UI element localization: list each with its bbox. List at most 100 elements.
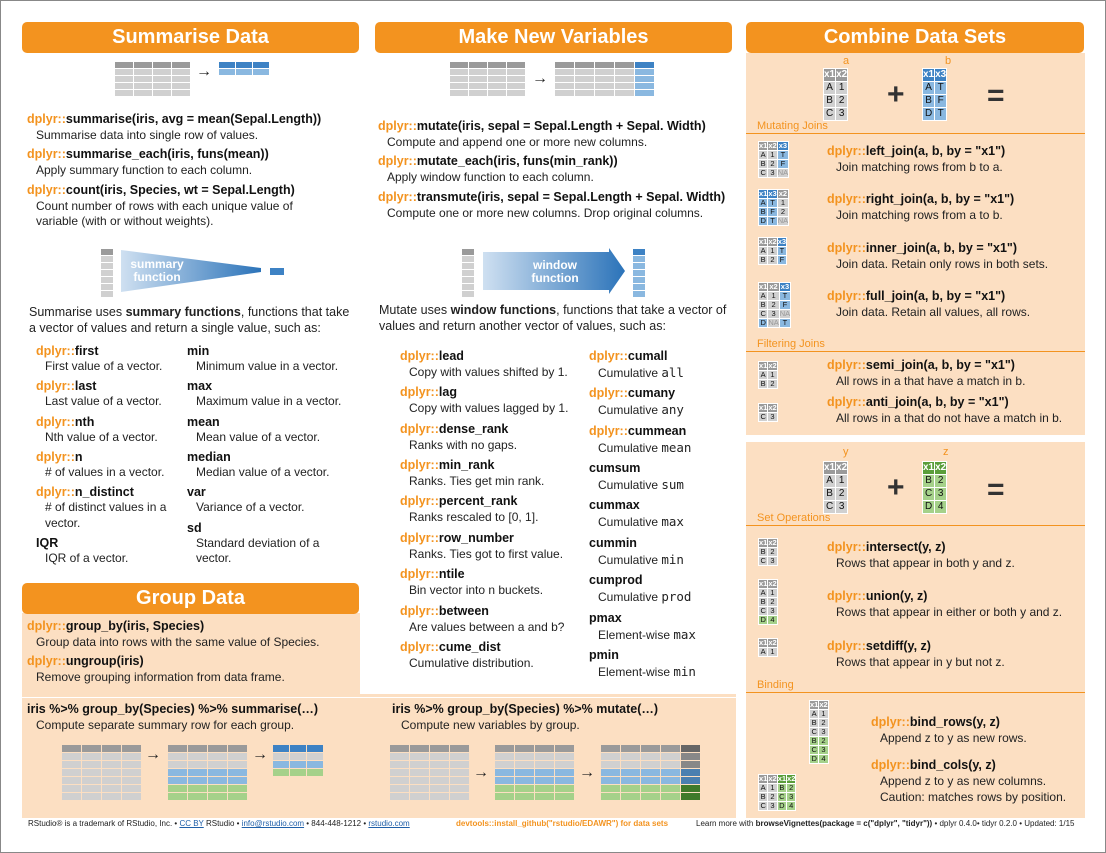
grid-cell xyxy=(575,76,594,82)
grid-cell xyxy=(595,90,614,96)
table-header-cell: x3 xyxy=(934,68,948,82)
grid-cell xyxy=(681,777,700,784)
grid-cell xyxy=(410,745,429,752)
binding-label: Binding xyxy=(757,679,794,691)
table-cell: NA xyxy=(776,216,790,226)
grid-cell xyxy=(495,745,514,752)
grid-cell xyxy=(535,777,554,784)
function-label: lead xyxy=(438,349,464,363)
package-prefix: dplyr:: xyxy=(400,458,439,473)
footer-middle: devtools::install_github("rstudio/EDAWR"… xyxy=(456,819,669,828)
full-data-table: x1 x2 x3 A 1 T B 2 F C 3 NA D NA T xyxy=(757,282,792,328)
grid-cell xyxy=(307,761,323,768)
grid-cell xyxy=(495,753,514,760)
z-data-table: x1 x2 B 2 C 3 D 4 xyxy=(921,461,948,514)
desc-code: all xyxy=(661,365,684,380)
table-cell: C xyxy=(757,168,769,178)
table-a-label: a xyxy=(843,55,850,67)
table-cell: C xyxy=(757,801,769,811)
table-cell: 3 xyxy=(767,168,778,178)
package-prefix: dplyr:: xyxy=(827,289,866,304)
grid-cell xyxy=(488,76,506,82)
function-name: var xyxy=(187,485,352,499)
grid-cell xyxy=(615,62,634,68)
function-desc: Median value of a vector. xyxy=(196,465,352,480)
function-label: min_rank xyxy=(438,458,495,473)
single-value-glyph xyxy=(270,268,284,275)
grid-cell xyxy=(236,69,252,75)
desc-text: Join matching rows from b to a. xyxy=(836,160,1003,174)
grid-cell xyxy=(236,62,252,68)
source-table-glyph xyxy=(450,62,525,96)
mutating-divider xyxy=(746,133,1085,134)
table-cell: D xyxy=(921,107,936,121)
package-prefix: dplyr:: xyxy=(400,494,439,509)
function-name: dplyr::min_rank xyxy=(400,458,590,472)
table-cell: NA xyxy=(776,168,790,178)
function-name: max xyxy=(187,379,352,393)
grid-cell xyxy=(102,777,121,784)
grid-cell xyxy=(290,753,306,760)
function-label: setdiff(y, z) xyxy=(865,638,931,653)
grid-cell xyxy=(661,785,680,792)
cc-by-link[interactable]: CC BY xyxy=(179,819,204,828)
table-cell: 3 xyxy=(934,487,948,501)
grid-cell xyxy=(153,83,171,89)
table-cell: 2 xyxy=(767,379,778,389)
table-cell: NA xyxy=(767,318,780,328)
mutate-desc: Compute and append one or more new colum… xyxy=(387,135,648,149)
grid-cell xyxy=(661,769,680,776)
grid-cell xyxy=(62,761,81,768)
grid-cell xyxy=(575,62,594,68)
grid-cell xyxy=(615,83,634,89)
table-header-cell: x1 xyxy=(822,68,837,82)
function-desc: Element-wise max xyxy=(598,627,734,643)
grid-cell xyxy=(410,785,429,792)
grid-cell xyxy=(615,76,634,82)
grid-cell xyxy=(515,753,534,760)
grid-cell xyxy=(450,745,469,752)
email-link[interactable]: info@rstudio.com xyxy=(241,819,305,828)
grid-cell xyxy=(621,761,640,768)
grid-cell xyxy=(555,745,574,752)
package-prefix: dplyr:: xyxy=(827,589,866,604)
function-label: row_number xyxy=(438,530,514,545)
grid-cell xyxy=(101,277,113,283)
grid-cell xyxy=(253,62,269,68)
filtering-joins-label: Filtering Joins xyxy=(757,338,825,350)
function-label: cumany xyxy=(627,386,676,401)
grid-cell xyxy=(462,256,474,262)
arrow-icon: → xyxy=(145,746,161,763)
grid-cell xyxy=(430,793,449,800)
table-cell: B xyxy=(822,487,837,501)
grid-cell xyxy=(488,62,506,68)
plus-icon: + xyxy=(887,78,905,111)
y-data-table: x1 x2 A 1 B 2 C 3 xyxy=(822,461,849,514)
table-cell: B xyxy=(921,474,936,488)
grid-cell xyxy=(228,753,247,760)
grid-cell xyxy=(172,90,190,96)
grid-cell xyxy=(462,284,474,290)
table-cell: B xyxy=(757,379,769,389)
grid-cell xyxy=(115,62,133,68)
package-prefix: dplyr:: xyxy=(400,530,439,545)
grid-cell xyxy=(101,249,113,255)
combine-header: Combine Data Sets xyxy=(746,22,1084,53)
website-link[interactable]: rstudio.com xyxy=(368,819,410,828)
function-label: cummean xyxy=(627,423,687,438)
grouped-table-glyph xyxy=(168,745,247,800)
function-name: dplyr::nth xyxy=(36,415,186,429)
function-desc: Join data. Retain all values, all rows. xyxy=(836,305,1048,320)
function-label: bind_rows(y, z) xyxy=(909,715,1000,729)
desc-text: Cumulative xyxy=(598,440,662,455)
package-prefix: dplyr:: xyxy=(589,386,628,401)
grid-cell xyxy=(82,753,101,760)
grid-cell xyxy=(62,785,81,792)
function-desc: Cumulative min xyxy=(598,552,734,568)
grid-cell xyxy=(172,69,190,75)
table-cell: 1 xyxy=(835,474,849,488)
package-prefix: dplyr:: xyxy=(36,450,75,465)
setops-divider xyxy=(746,525,1085,526)
package-prefix: dplyr:: xyxy=(589,349,628,363)
grid-cell xyxy=(410,769,429,776)
